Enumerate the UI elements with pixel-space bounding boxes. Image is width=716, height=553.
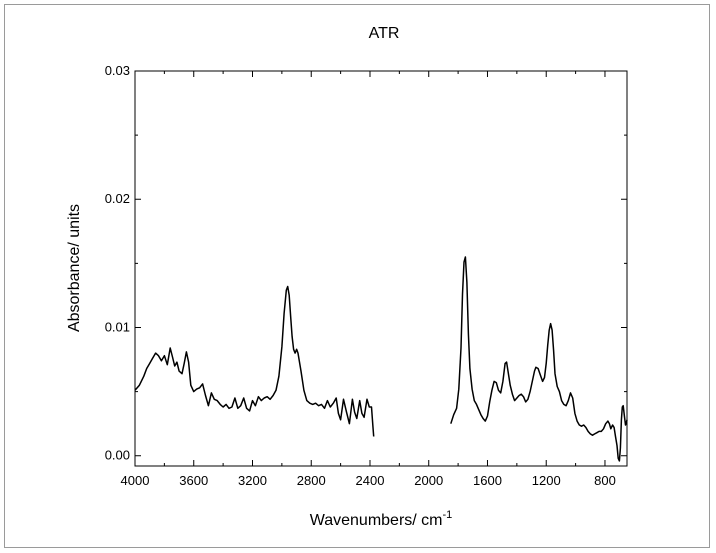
x-tick-label: 2800 [297,473,326,488]
series-lines [134,256,628,462]
x-axis: 4000 3600 3200 2800 2400 2000 1600 1200 800 [121,71,616,488]
x-axis-title-text: Wavenumbers/ cm [310,512,443,529]
x-tick-label: 2400 [356,473,385,488]
chart-frame [4,4,710,548]
y-tick-label: 0.01 [105,319,130,334]
y-tick-label: 0.03 [105,63,130,78]
spectrum-line-segment [450,256,628,462]
y-tick-label: 0.02 [105,191,130,206]
x-axis-title-unit-exponent: -1 [443,509,453,521]
y-axis: 0.00 0.01 0.02 0.03 [105,63,627,463]
x-tick-label: 4000 [121,473,150,488]
spectrum-line-segment [134,285,375,437]
x-tick-label: 1600 [473,473,502,488]
chart-title: ATR [369,25,400,42]
x-tick-label: 3200 [238,473,267,488]
x-tick-label: 800 [594,473,616,488]
x-tick-label: 2000 [414,473,443,488]
x-tick-label: 3600 [179,473,208,488]
plot-area [134,70,628,467]
y-axis-title: Absorbance/ units [66,204,83,332]
y-tick-label: 0.00 [105,448,130,463]
x-axis-title: Wavenumbers/ cm-1 [310,509,453,529]
x-tick-label: 1200 [532,473,561,488]
